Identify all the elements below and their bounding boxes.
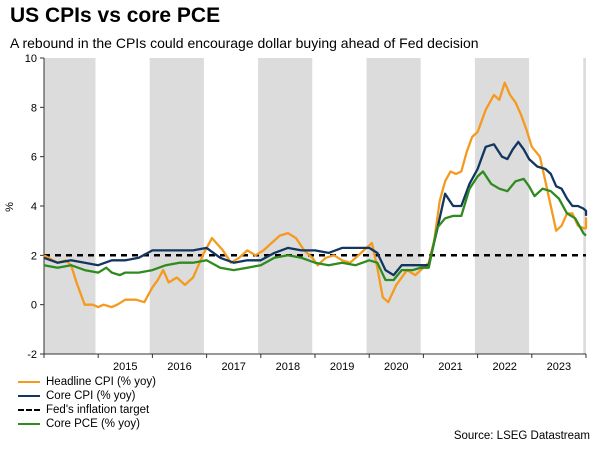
y-tick-label: 6 xyxy=(31,152,37,164)
legend-label: Core CPI (% yoy) xyxy=(46,390,136,402)
shaded-year-band xyxy=(44,58,96,354)
legend-item: Core CPI (% yoy) xyxy=(18,389,156,403)
legend-item: Core PCE (% yoy) xyxy=(18,417,156,431)
source-note: Source: LSEG Datastream xyxy=(453,430,590,442)
y-tick-label: 0 xyxy=(31,300,37,312)
shaded-year-band xyxy=(583,58,586,354)
legend-swatch xyxy=(18,381,40,383)
x-tick-label: 2020 xyxy=(384,361,408,370)
legend-swatch xyxy=(18,409,40,411)
y-tick-label: 8 xyxy=(31,102,37,114)
y-tick-label: 4 xyxy=(31,201,37,213)
line-chart: -2 0 2 4 6 8 10 2015 2016 2017 2018 2019 2020 2021 202… xyxy=(4,53,588,370)
shaded-year-band xyxy=(149,58,204,354)
y-tick-label: -2 xyxy=(27,349,37,361)
year-shading xyxy=(44,58,586,354)
shaded-year-band xyxy=(474,58,530,354)
x-tick-label: 2015 xyxy=(113,361,137,370)
series-line-headline xyxy=(43,81,588,309)
series-line-core-pce xyxy=(43,170,587,282)
y-tick-label: 2 xyxy=(31,250,37,262)
chart-subtitle: A rebound in the CPIs could encourage do… xyxy=(10,35,479,51)
x-tick-label: 2023 xyxy=(547,361,571,370)
chart-axes: -2 0 2 4 6 8 10 2015 2016 2017 2018 2019 2020 2021 202… xyxy=(25,53,587,370)
chart-title: US CPIs vs core PCE xyxy=(10,4,221,27)
x-tick-label: 2018 xyxy=(276,361,300,370)
legend-label: Headline CPI (% yoy) xyxy=(46,376,156,388)
x-tick-label: 2022 xyxy=(492,361,516,370)
shaded-year-band xyxy=(258,58,313,354)
legend-swatch xyxy=(18,423,40,425)
legend-item: Headline CPI (% yoy) xyxy=(18,375,156,389)
x-tick-label: 2016 xyxy=(167,361,191,370)
y-tick-label: 10 xyxy=(25,53,37,65)
x-tick-label: 2021 xyxy=(438,361,462,370)
legend-item: Fed's inflation target xyxy=(18,403,156,417)
shaded-year-band xyxy=(366,58,421,354)
legend-label: Core PCE (% yoy) xyxy=(46,418,140,430)
x-tick-label: 2017 xyxy=(221,361,245,370)
legend-swatch xyxy=(18,395,40,397)
legend-label: Fed's inflation target xyxy=(46,404,150,416)
x-tick-label: 2019 xyxy=(330,361,354,370)
y-axis-label: % xyxy=(4,202,16,212)
series-line-core-cpi xyxy=(43,140,588,277)
series-lines xyxy=(43,81,588,309)
chart-legend: Headline CPI (% yoy) Core CPI (% yoy) Fed'… xyxy=(18,375,156,431)
